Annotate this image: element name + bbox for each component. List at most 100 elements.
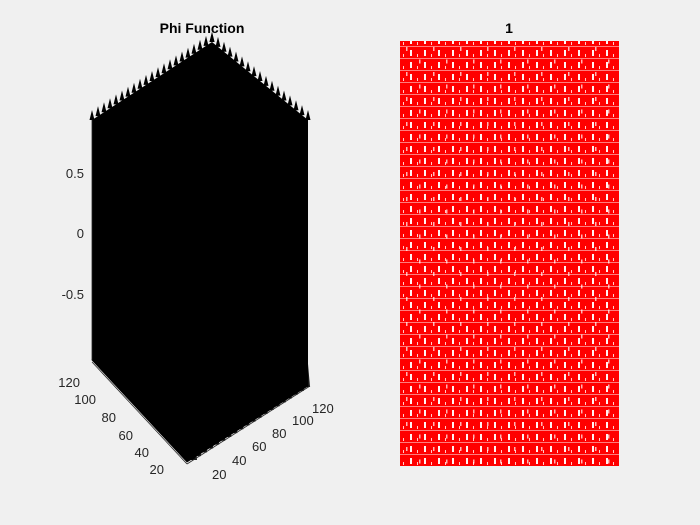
image-speckle [581, 384, 583, 389]
image-speckle [581, 159, 583, 164]
image-speckle [406, 47, 408, 51]
image-speckle [514, 322, 516, 326]
image-speckle [595, 447, 597, 451]
image-speckle [473, 259, 475, 264]
image-speckle [487, 197, 489, 201]
image-speckle [419, 209, 421, 214]
image-speckle [608, 334, 610, 339]
surface-spike [107, 98, 113, 109]
y-tick-label: 100 [74, 392, 96, 407]
image-speckle [487, 47, 489, 51]
surface-spike [287, 95, 293, 106]
image-speckle [554, 109, 556, 114]
image-speckle [487, 97, 489, 101]
surface-spike [137, 78, 143, 89]
image-speckle [581, 359, 583, 364]
image-speckle [487, 297, 489, 301]
y-tick-label: 60 [119, 428, 133, 443]
image-speckle [473, 384, 475, 389]
surface-spike [263, 75, 269, 86]
image-speckle [595, 422, 597, 426]
image-speckle [500, 359, 502, 364]
image-speckle [608, 284, 610, 289]
surface-spikes [89, 32, 311, 120]
image-axes: 1 [400, 20, 619, 466]
image-speckle [514, 147, 516, 151]
image-speckle [541, 122, 543, 126]
image-speckle [581, 284, 583, 289]
surface-spike [275, 85, 281, 96]
image-speckle [460, 347, 462, 351]
surface-spike [209, 32, 215, 42]
image-speckle [568, 422, 570, 426]
x-tick-label: 80 [272, 426, 286, 441]
image-speckle [500, 59, 502, 64]
image-speckle [406, 397, 408, 401]
image-speckle [514, 247, 516, 251]
image-speckle [419, 59, 421, 64]
image-speckle [608, 134, 610, 139]
image-speckle [500, 459, 502, 464]
image-speckle [473, 334, 475, 339]
image-speckle [568, 322, 570, 326]
image-speckle [406, 422, 408, 426]
surface-spike [149, 71, 155, 81]
image-speckle [446, 109, 448, 114]
image-speckle [473, 359, 475, 364]
image-speckle [527, 384, 529, 389]
image-speckle [514, 272, 516, 276]
image-speckle [419, 434, 421, 439]
image-speckle [460, 372, 462, 376]
image-speckle [419, 334, 421, 339]
image-speckle [406, 347, 408, 351]
image-speckle [595, 322, 597, 326]
image-speckle [419, 234, 421, 239]
surface-spike [119, 90, 125, 101]
image-speckle [527, 259, 529, 264]
surface-spike [101, 102, 107, 113]
image-speckle [541, 222, 543, 226]
image-speckle [581, 434, 583, 439]
image-speckle [406, 147, 408, 151]
image-speckle [541, 297, 543, 301]
image-speckle [419, 159, 421, 164]
image-speckle [568, 347, 570, 351]
image-speckle [460, 222, 462, 226]
image-speckle [581, 109, 583, 114]
image-speckle [514, 422, 516, 426]
image-speckle [473, 59, 475, 64]
surface-spike [251, 66, 257, 77]
image-speckle [541, 422, 543, 426]
image-speckle [419, 309, 421, 314]
image-speckle [419, 259, 421, 264]
y-axis: 120 100 80 60 40 20 [58, 361, 188, 477]
image-speckle [541, 347, 543, 351]
image-speckle [608, 159, 610, 164]
image-speckle [581, 84, 583, 89]
surface-spike [215, 36, 221, 47]
image-speckle [487, 372, 489, 376]
image-speckle [554, 134, 556, 139]
image-speckle [446, 434, 448, 439]
image-speckle [581, 234, 583, 239]
image-speckle [595, 147, 597, 151]
image-speckle [500, 384, 502, 389]
z-axis: 0.5 0 -0.5 [62, 120, 93, 360]
x-tick-label: 40 [232, 453, 246, 468]
image-speckle [581, 134, 583, 139]
image-speckle [568, 147, 570, 151]
image-speckle [595, 297, 597, 301]
image-speckle [608, 109, 610, 114]
surface-spike [269, 80, 275, 91]
image-speckle [568, 197, 570, 201]
image-speckle [608, 209, 610, 214]
image-speckle [500, 259, 502, 264]
image-speckle [514, 172, 516, 176]
z-tick-label: -0.5 [62, 287, 84, 302]
image-speckle [581, 209, 583, 214]
image-speckle [406, 372, 408, 376]
image-speckle [608, 434, 610, 439]
image-speckle [433, 72, 435, 76]
image-speckle [527, 59, 529, 64]
surface-spike [299, 105, 305, 116]
